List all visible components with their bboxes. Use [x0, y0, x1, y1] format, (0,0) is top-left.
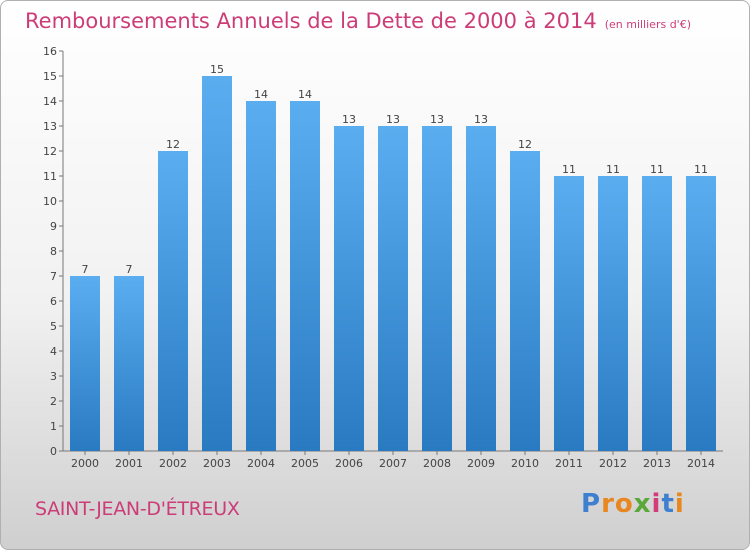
y-tick-label: 13 [43, 120, 57, 133]
chart-bars [70, 76, 716, 451]
bar-2008 [422, 126, 452, 451]
bar-2007 [378, 126, 408, 451]
bar-2013 [642, 176, 672, 451]
chart-title: Remboursements Annuels de la Dette de 20… [25, 9, 691, 33]
y-tick-label: 14 [43, 95, 57, 108]
logo-letter: r [601, 489, 615, 519]
chart-title-text: Remboursements Annuels de la Dette de 20… [25, 9, 597, 33]
y-tick-label: 6 [50, 295, 57, 308]
bar-2005 [290, 101, 320, 451]
y-tick-label: 2 [50, 395, 57, 408]
data-label-2005: 14 [298, 88, 312, 101]
commune-name: SAINT-JEAN-D'ÉTREUX [35, 498, 240, 520]
x-tick-label: 2013 [643, 457, 671, 470]
data-label-2007: 13 [386, 113, 400, 126]
y-tick-label: 4 [50, 345, 57, 358]
y-tick-label: 12 [43, 145, 57, 158]
y-tick-label: 10 [43, 195, 57, 208]
bar-2012 [598, 176, 628, 451]
data-label-2003: 15 [210, 63, 224, 76]
data-label-2013: 11 [650, 163, 664, 176]
logo-letter: i [651, 489, 662, 519]
x-tick-label: 2008 [423, 457, 451, 470]
y-tick-label: 9 [50, 220, 57, 233]
y-tick-label: 15 [43, 70, 57, 83]
data-label-2004: 14 [254, 88, 268, 101]
x-tick-label: 2003 [203, 457, 231, 470]
logo-letter: P [581, 489, 602, 519]
data-label-2010: 12 [518, 138, 532, 151]
proxiti-logo: Proxiti [581, 489, 685, 519]
x-tick-label: 2012 [599, 457, 627, 470]
y-tick-label: 3 [50, 370, 57, 383]
bar-2014 [686, 176, 716, 451]
chart-data-labels: 7 7 12 15 14 14 13 13 13 13 12 11 11 11 11 [82, 63, 709, 276]
bar-2003 [202, 76, 232, 451]
x-tick-label: 2009 [467, 457, 495, 470]
logo-letter: i [674, 489, 685, 519]
y-tick-label: 11 [43, 170, 57, 183]
logo-letter: x [633, 489, 652, 519]
x-tick-label: 2000 [71, 457, 99, 470]
logo-letter: t [661, 489, 675, 519]
bar-2011 [554, 176, 584, 451]
x-tick-label: 2011 [555, 457, 583, 470]
data-label-2006: 13 [342, 113, 356, 126]
y-tick-label: 0 [50, 445, 57, 458]
bar-2010 [510, 151, 540, 451]
x-tick-label: 2001 [115, 457, 143, 470]
data-label-2000: 7 [82, 263, 89, 276]
x-tick-label: 2004 [247, 457, 275, 470]
y-tick-label: 5 [50, 320, 57, 333]
x-tick-label: 2010 [511, 457, 539, 470]
logo-letter: o [614, 489, 634, 519]
chart-title-unit: (en milliers d'€) [604, 18, 691, 31]
bar-2004 [246, 101, 276, 451]
bar-2006 [334, 126, 364, 451]
y-tick-label: 1 [50, 420, 57, 433]
data-label-2001: 7 [126, 263, 133, 276]
x-tick-label: 2002 [159, 457, 187, 470]
bar-2001 [114, 276, 144, 451]
y-tick-label: 7 [50, 270, 57, 283]
y-tick-label: 8 [50, 245, 57, 258]
bar-2009 [466, 126, 496, 451]
bar-2000 [70, 276, 100, 451]
x-tick-label: 2014 [687, 457, 715, 470]
data-label-2011: 11 [562, 163, 576, 176]
data-label-2012: 11 [606, 163, 620, 176]
data-label-2008: 13 [430, 113, 444, 126]
x-tick-label: 2007 [379, 457, 407, 470]
x-tick-label: 2006 [335, 457, 363, 470]
data-label-2009: 13 [474, 113, 488, 126]
y-tick-label: 16 [43, 45, 57, 58]
bar-2002 [158, 151, 188, 451]
data-label-2014: 11 [694, 163, 708, 176]
x-tick-label: 2005 [291, 457, 319, 470]
data-label-2002: 12 [166, 138, 180, 151]
